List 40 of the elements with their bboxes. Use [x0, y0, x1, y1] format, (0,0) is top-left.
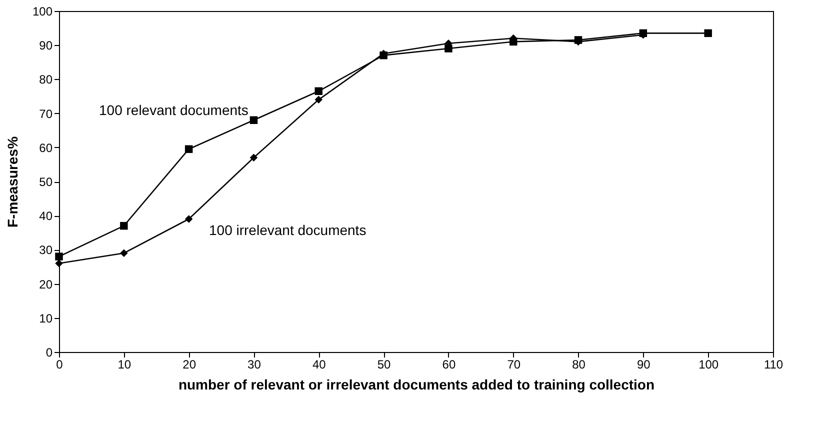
series-label: 100 irrelevant documents — [209, 222, 366, 238]
y-axis-title: F-measures% — [4, 136, 20, 228]
x-tick-label: 50 — [377, 358, 392, 372]
point — [55, 259, 63, 268]
x-tick-label: 0 — [56, 358, 64, 372]
point — [184, 145, 193, 153]
point — [314, 87, 323, 96]
point — [250, 116, 258, 124]
y-tick-label: 20 — [39, 277, 53, 292]
x-tick-label: 40 — [312, 358, 326, 372]
point — [250, 154, 258, 162]
x-tick-label: 80 — [572, 358, 586, 372]
point — [314, 96, 323, 104]
point — [444, 44, 452, 52]
point — [55, 252, 63, 260]
y-tick-label: 50 — [39, 175, 53, 189]
x-tick-label: 60 — [442, 358, 456, 372]
point — [184, 215, 193, 223]
x-tick-label: 70 — [507, 358, 521, 372]
y-tick-label: 60 — [39, 140, 53, 155]
x-tick-label: 30 — [248, 358, 262, 372]
y-tick-label: 10 — [39, 311, 53, 326]
series-label: 100 relevant documents — [99, 102, 248, 118]
y-tick-label: 100 — [32, 4, 53, 18]
point — [704, 29, 712, 38]
x-axis-title: number of relevant or irrelevant documents added to training collection — [178, 376, 655, 392]
x-tick-label: 110 — [764, 358, 784, 372]
point — [509, 38, 518, 46]
y-tick-label: 40 — [39, 209, 53, 224]
y-tick-label: 0 — [46, 346, 53, 360]
x-tick-label: 90 — [637, 358, 651, 372]
y-tick-label: 70 — [39, 106, 53, 121]
x-tick-label: 100 — [698, 358, 719, 372]
y-tick-label: 80 — [39, 72, 53, 87]
y-tick-label: 30 — [39, 243, 53, 258]
y-tick-label: 90 — [39, 38, 53, 53]
point — [120, 249, 128, 257]
point — [120, 222, 128, 230]
x-tick-label: 10 — [118, 358, 132, 372]
x-tick-label: 20 — [182, 358, 196, 372]
